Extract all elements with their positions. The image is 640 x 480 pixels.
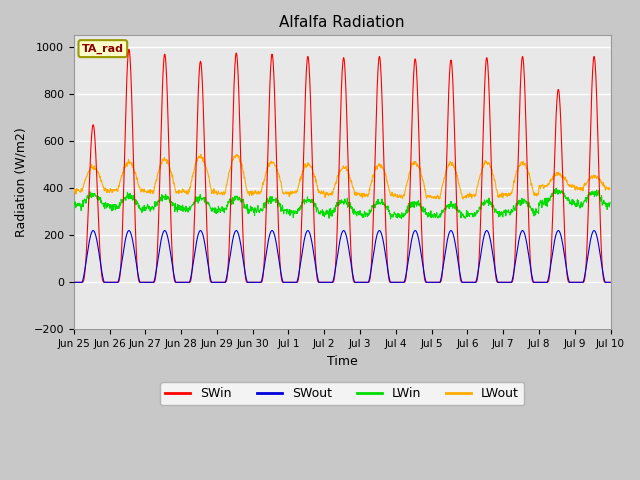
Text: TA_rad: TA_rad <box>82 44 124 54</box>
Legend: SWin, SWout, LWin, LWout: SWin, SWout, LWin, LWout <box>160 383 524 406</box>
Y-axis label: Radiation (W/m2): Radiation (W/m2) <box>15 128 28 237</box>
X-axis label: Time: Time <box>327 355 358 368</box>
Title: Alfalfa Radiation: Alfalfa Radiation <box>280 15 405 30</box>
